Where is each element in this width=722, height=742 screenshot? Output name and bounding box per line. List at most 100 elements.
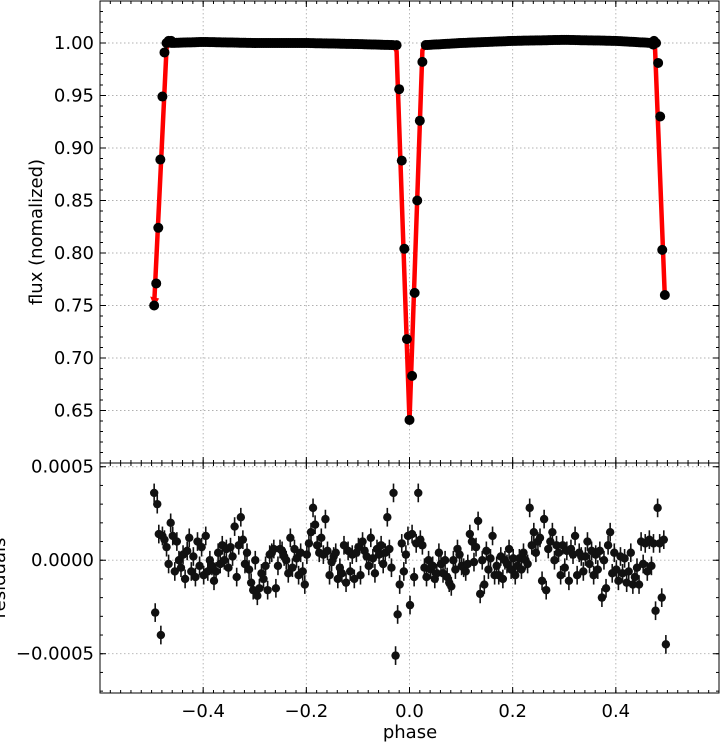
residual-point [554,548,563,557]
residual-point [624,567,633,576]
residual-point [428,561,437,571]
flux-point [166,35,177,46]
residual-point [583,537,592,546]
residual-point [385,544,394,554]
residual-point [440,556,450,565]
residual-point [368,554,378,563]
residual-point [523,559,532,569]
residual-point [356,570,365,580]
residual-point [302,550,312,559]
residual-point [337,569,347,578]
flux-y-tick-label: 0.75 [54,296,94,317]
flux-point [151,278,162,289]
residual-point [180,574,190,584]
residual-point [657,593,666,602]
residual-point [259,574,268,584]
flux-y-tick-label: 0.95 [54,86,94,107]
residual-point [389,488,398,498]
flux-axis-label: flux (nomalized) [26,159,47,305]
residual-point [579,567,588,576]
residual-point [325,570,334,580]
residual-point [156,630,166,640]
residual-point [366,533,376,542]
residuals-y-tick-labels: −0.0005 0.0000 0.0005 [16,457,94,665]
residual-point [455,550,464,559]
flux-y-tick-label: 0.85 [54,191,94,212]
phase-axis-label: phase [383,722,437,742]
flux-y-tick-label: 1.00 [54,33,94,54]
residual-point [605,527,615,537]
residual-point [150,608,160,617]
residual-point [469,557,479,567]
residual-point [525,503,534,513]
residual-point [519,548,528,557]
residual-point [211,567,221,576]
residual-point [172,537,182,546]
residual-point [306,527,316,537]
residual-point [610,548,619,557]
flux-point [404,414,415,425]
residual-point [661,640,671,649]
residual-point [539,514,549,524]
residual-point [478,556,487,565]
residual-point [434,548,444,557]
residual-point [341,578,351,587]
residual-point [304,539,314,548]
phase-tick-label: 0.0 [395,701,424,722]
flux-y-tick-label: 0.90 [54,138,94,159]
residual-point [484,565,493,574]
residual-point [162,542,171,552]
residual-point [537,576,547,586]
residual-point [358,537,367,546]
residual-point [461,567,470,576]
flux-point [659,290,670,300]
residual-point [581,552,590,561]
residual-point [312,541,322,550]
residual-point [585,559,594,569]
residuals-panel: −0.0005 0.0000 0.0005 −0.4 −0.2 0.0 0.2 0.4 re… [0,457,720,742]
residual-point [597,593,607,602]
residual-point [527,541,536,550]
residual-point [647,561,656,571]
residual-point [653,503,662,513]
residuals-y-tick-label: 0.0005 [31,457,94,478]
residual-point [486,554,495,563]
flux-y-tick-label: 0.70 [54,348,94,369]
flux-point [412,195,423,206]
residual-point [185,533,194,542]
residual-point [331,548,340,557]
residual-point [414,488,423,498]
residual-point [213,548,223,557]
residual-point [548,527,557,537]
residual-point [556,570,565,580]
residual-point [508,554,518,563]
residual-point [504,544,514,554]
residual-point [387,563,396,572]
flux-point [159,47,170,58]
residual-point [191,572,200,582]
residual-point [603,541,613,550]
residual-point [232,572,241,582]
residual-point [405,600,415,610]
residual-point [238,535,248,544]
residual-point [271,584,281,593]
residual-point [321,514,330,524]
flux-y-tick-label: 0.65 [54,401,94,422]
residual-point [376,541,386,550]
residual-point [166,518,175,528]
residual-point [370,569,380,578]
phase-tick-labels: −0.4 −0.2 0.0 0.2 0.4 [181,701,630,722]
flux-point [149,300,160,311]
residual-point [226,542,235,552]
residual-point [209,576,219,586]
residual-point [630,572,640,582]
residual-point [308,503,318,513]
phase-tick-label: −0.4 [181,701,225,722]
residual-point [189,552,198,561]
residual-point [409,572,419,582]
flux-point [657,244,668,255]
residual-point [197,542,206,552]
residual-point [230,522,239,531]
residual-point [201,531,210,541]
